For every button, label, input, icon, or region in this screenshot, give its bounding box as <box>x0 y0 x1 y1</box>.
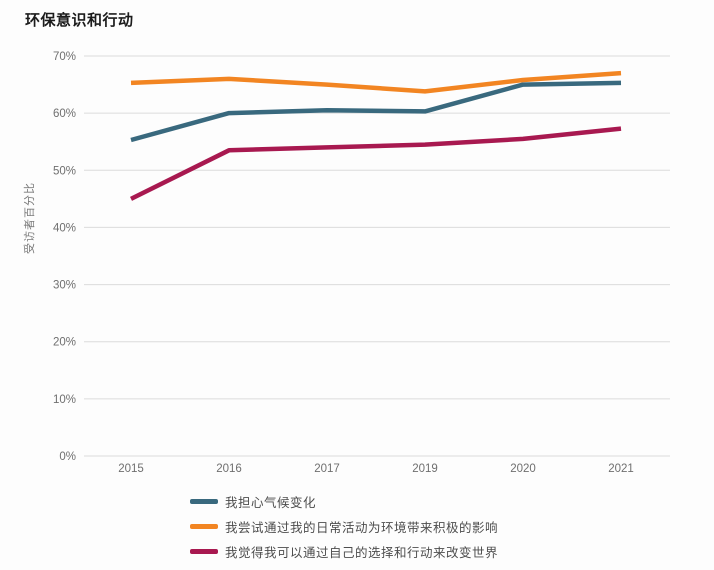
legend-swatch-choices-change-world <box>190 549 218 554</box>
y-tick-label: 30% <box>53 280 76 292</box>
x-tick-label: 2016 <box>216 463 242 475</box>
series-line-daily-positive-impact <box>130 70 622 94</box>
series-line-choices-change-world <box>130 126 622 201</box>
x-tick-label: 2015 <box>118 463 144 475</box>
series-line-worry-climate-change <box>130 80 622 143</box>
y-axis-title: 受访者百分比 <box>23 182 36 254</box>
y-tick-label: 20% <box>53 337 76 349</box>
legend-label: 我尝试通过我的日常活动为环境带来积极的影响 <box>225 521 499 535</box>
chart-title: 环保意识和行动 <box>25 12 134 29</box>
x-tick-label: 2019 <box>412 463 438 475</box>
legend-label: 我觉得我可以通过自己的选择和行动来改变世界 <box>225 546 499 560</box>
legend-label: 我担心气候变化 <box>225 496 317 510</box>
x-tick-label: 2017 <box>314 463 340 475</box>
y-tick-label: 60% <box>53 108 76 120</box>
legend-item-daily-positive-impact: 我尝试通过我的日常活动为环境带来积极的影响 <box>190 518 498 535</box>
chart-legend: 我担心气候变化我尝试通过我的日常活动为环境带来积极的影响 我觉得我可以通过自己的选… <box>190 493 498 560</box>
y-tick-label: 50% <box>53 165 76 177</box>
legend-item-choices-change-world: 我觉得我可以通过自己的选择和行动来改变世界 <box>190 543 498 560</box>
legend-swatch-worry-climate-change <box>190 499 218 504</box>
y-tick-label: 70% <box>53 51 76 63</box>
legend-swatch-daily-positive-impact <box>190 524 218 529</box>
legend-item-worry-climate-change: 我担心气候变化 <box>190 493 498 510</box>
x-tick-label: 2020 <box>510 463 536 475</box>
y-tick-label: 10% <box>53 394 76 406</box>
y-tick-label: 0% <box>59 451 76 463</box>
y-tick-label: 40% <box>53 222 76 234</box>
x-tick-label: 2021 <box>608 463 634 475</box>
